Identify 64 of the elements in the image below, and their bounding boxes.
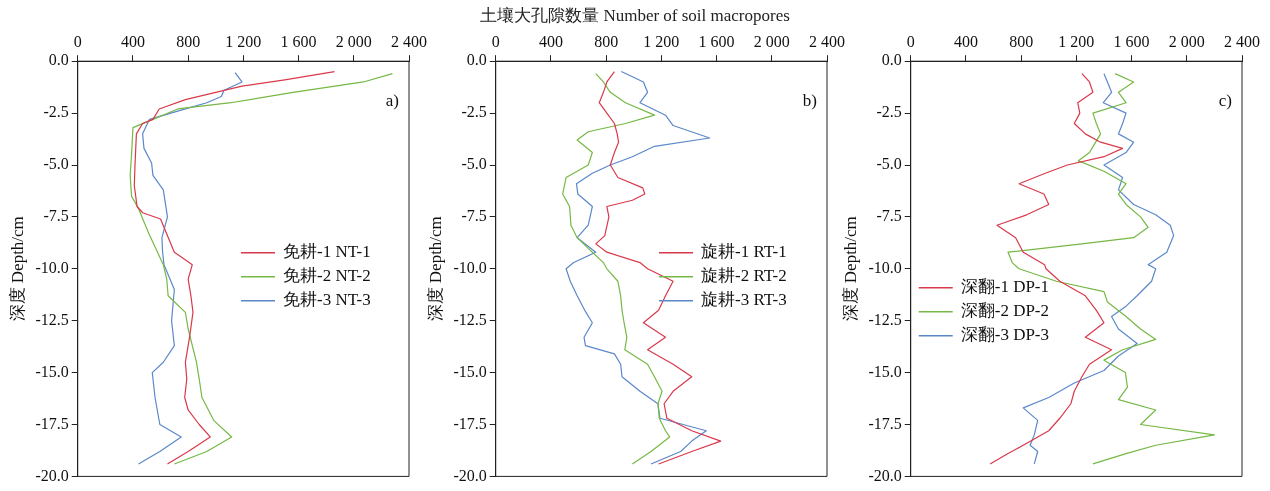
y-tick-label: -17.5 (453, 414, 487, 432)
legend-label: 免耕-1 NT-1 (283, 242, 371, 262)
y-tick-label: -20.0 (868, 466, 902, 484)
x-tick-label: 2 400 (809, 32, 845, 50)
x-tick-label: 2 400 (391, 32, 427, 50)
annotation: a) (385, 91, 399, 111)
x-tick-label: 0 (491, 32, 500, 50)
x-tick-label: 1 600 (1113, 32, 1150, 50)
x-tick-label: 2 400 (1224, 32, 1260, 50)
legend-label: 深翻-2 DP-2 (960, 301, 1050, 321)
x-tick-label: 400 (953, 32, 978, 50)
legend-label: 深翻-1 DP-1 (960, 277, 1050, 297)
y-axis-title: 深度 Depth/cm (840, 216, 860, 322)
y-tick-label: -2.5 (876, 103, 902, 121)
legend-label: 免耕-3 NT-3 (283, 290, 371, 310)
y-tick-label: -20.0 (453, 466, 487, 484)
legend-label: 免耕-2 NT-2 (283, 266, 371, 286)
y-tick-label: -2.5 (43, 103, 69, 121)
annotation: c) (1218, 91, 1232, 111)
x-tick-label: 1 600 (698, 32, 735, 50)
y-tick-label: 0.0 (466, 51, 487, 69)
x-tick-label: 1 600 (280, 32, 317, 50)
x-axis-title: 土壤大孔隙数量 Number of soil macropores (479, 5, 791, 27)
y-tick-label: -20.0 (35, 466, 69, 484)
y-tick-label: -10.0 (868, 259, 902, 276)
x-tick-label: 800 (1009, 32, 1034, 50)
y-tick-label: -12.5 (868, 310, 902, 328)
y-tick-label: -12.5 (35, 310, 69, 328)
y-tick-label: -5.0 (876, 155, 902, 173)
x-tick-label: 800 (594, 32, 619, 50)
y-tick-label: -15.0 (35, 362, 69, 380)
x-tick-label: 1 200 (643, 32, 680, 50)
y-tick-label: -10.0 (35, 259, 69, 276)
y-tick-label: -5.0 (43, 155, 69, 173)
legend-label: 旋耕-3 RT-3 (701, 290, 787, 310)
x-tick-label: 1 200 (1058, 32, 1095, 50)
y-tick-label: -15.0 (868, 362, 902, 380)
y-tick-label: -5.0 (461, 155, 487, 173)
y-tick-label: -12.5 (453, 310, 487, 328)
y-tick-label: -7.5 (876, 207, 902, 225)
y-tick-label: -17.5 (868, 414, 902, 432)
x-tick-label: 0 (73, 32, 82, 50)
legend-label: 旋耕-1 RT-1 (701, 242, 787, 262)
x-tick-label: 400 (538, 32, 563, 50)
legend-label: 深翻-3 DP-3 (960, 325, 1050, 345)
x-tick-label: 2 000 (1168, 32, 1205, 50)
y-tick-label: -15.0 (453, 362, 487, 380)
x-tick-label: 1 200 (225, 32, 262, 50)
y-tick-label: -17.5 (35, 414, 69, 432)
x-tick-label: 2 000 (753, 32, 790, 50)
y-tick-label: -10.0 (453, 259, 487, 276)
legend-label: 旋耕-2 RT-2 (701, 266, 787, 286)
y-tick-label: 0.0 (48, 51, 69, 69)
y-tick-label: -7.5 (43, 207, 69, 225)
y-axis-title: 深度 Depth/cm (7, 216, 27, 322)
y-tick-label: -2.5 (461, 103, 487, 121)
x-tick-label: 0 (906, 32, 915, 50)
x-tick-label: 400 (120, 32, 145, 50)
y-axis-title: 深度 Depth/cm (425, 216, 445, 322)
x-tick-label: 800 (176, 32, 201, 50)
x-tick-label: 2 000 (335, 32, 372, 50)
annotation: b) (802, 91, 817, 111)
y-tick-label: 0.0 (881, 51, 902, 69)
y-tick-label: -7.5 (461, 207, 487, 225)
